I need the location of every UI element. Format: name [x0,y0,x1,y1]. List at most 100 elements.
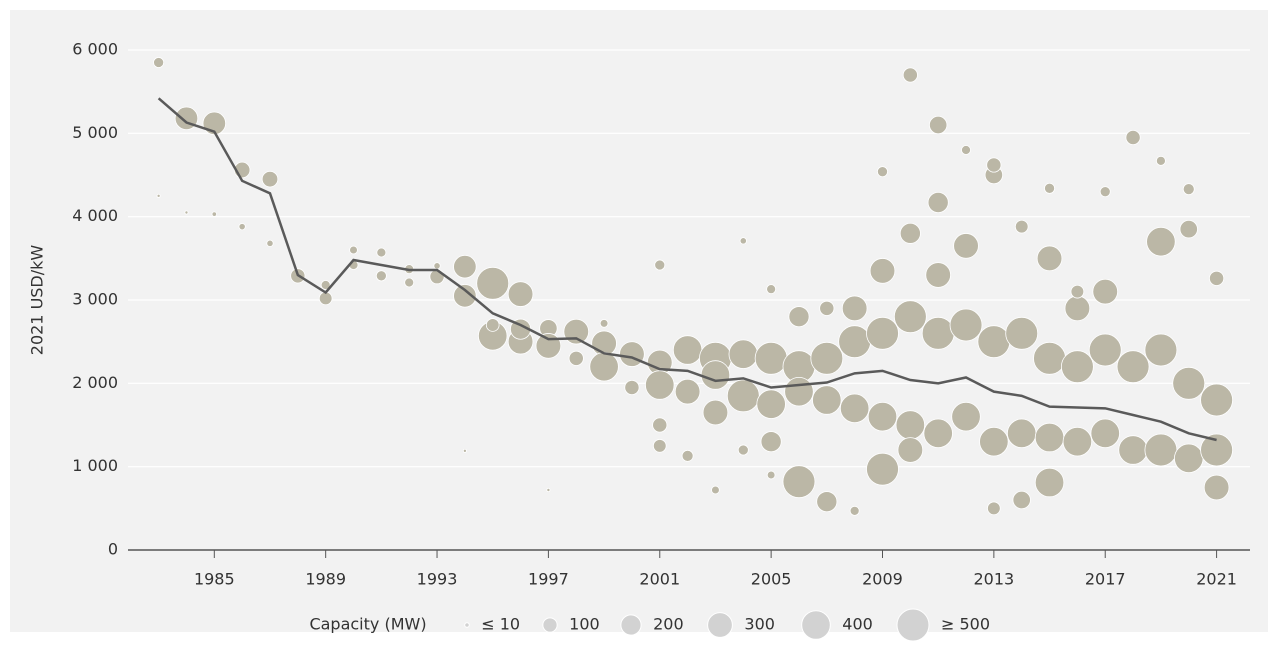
bubble [589,351,619,382]
bubble [987,501,1001,516]
y-tick-label: 5 000 [72,123,118,142]
legend-bubble [542,617,558,633]
bubble [320,280,331,290]
x-tick-label: 1997 [528,570,569,589]
bubble [1060,350,1094,384]
bubble [1006,418,1037,449]
bubble [927,191,949,214]
legend-bubble [620,614,642,636]
bubble [726,379,760,413]
bubble [739,237,747,245]
bubble [1044,182,1056,194]
bubble [568,350,584,366]
bubble [810,341,844,375]
legend-label: 100 [569,615,600,634]
y-axis-label: 2021 USD/kW [28,245,47,356]
bubble [897,437,924,463]
x-tick-label: 2013 [974,570,1015,589]
bubble [766,470,776,480]
bubble [563,318,590,345]
bubble [949,308,983,342]
y-tick-label: 4 000 [72,206,118,225]
bubble [1088,333,1122,367]
bubble [1070,284,1085,299]
bubble [756,389,786,419]
bubble [961,145,971,155]
bubble [849,505,860,516]
bubble [953,233,979,259]
bubble [238,223,246,231]
legend-label: 300 [744,615,775,634]
bubble [1155,155,1166,166]
bubble [1200,383,1233,417]
bubble [760,431,782,453]
bubble [819,300,835,316]
bubble [877,166,888,178]
bubble [895,410,926,440]
legend-bubble [801,610,831,640]
bubble [1036,245,1063,272]
bubble [1014,219,1029,234]
bubble [816,491,838,513]
bubble [645,370,675,400]
bubble [929,115,948,135]
bubble [1144,433,1178,467]
bubble [476,266,510,300]
bubble [261,170,279,188]
bubble [841,295,868,322]
bubble [925,262,951,288]
bubble [754,341,788,375]
x-tick-label: 1993 [417,570,458,589]
bubble [737,444,749,456]
bubble [923,418,953,449]
bubble [211,211,217,217]
bubble [1203,474,1230,501]
legend-label: 400 [842,615,873,634]
bubble [1118,435,1148,465]
bubble [711,485,720,495]
legend-bubble [896,608,930,642]
bubble [1033,341,1066,375]
x-tick-label: 2001 [639,570,680,589]
y-tick-label: 3 000 [72,290,118,309]
bubble [1144,333,1178,367]
bubble [867,401,898,432]
bubble [153,57,165,68]
bubble [1034,467,1065,498]
bubble [1174,443,1204,474]
bubble [784,376,814,407]
bubble [156,193,161,198]
legend-bubble [707,612,733,638]
bubble [619,341,645,367]
bubble [869,258,896,284]
bubble [977,325,1011,359]
bubble [507,281,534,307]
bubble [782,465,816,499]
bubble [902,67,918,83]
bubble [700,360,731,390]
average-line [157,97,1217,442]
bubble [404,277,415,288]
legend-bubble [464,622,470,628]
bubble [702,399,729,426]
bubble [376,247,387,258]
y-tick-label: 2 000 [72,373,118,392]
bubble [1179,220,1198,239]
bubble [1209,270,1225,286]
bubble [184,210,189,215]
x-tick-label: 2009 [862,570,903,589]
bubble [681,449,694,462]
bubble [654,259,666,271]
legend-label: ≤ 10 [481,615,520,634]
bubble [1092,278,1119,305]
bubble [674,378,701,405]
bubble [951,401,981,432]
x-tick-label: 2005 [751,570,792,589]
bubble [453,254,477,279]
bubble [1012,490,1031,510]
bubble [1034,422,1065,453]
bubble [979,426,1009,457]
bubble [866,452,899,486]
bubble [1116,350,1150,384]
bubble [866,316,899,350]
